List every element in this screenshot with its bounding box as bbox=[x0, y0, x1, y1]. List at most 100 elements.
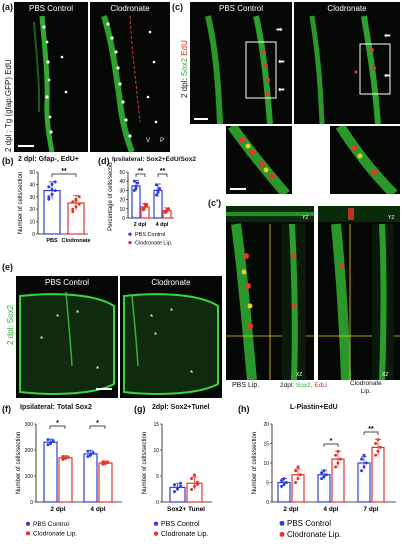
chart-h-2-0-data-point bbox=[364, 461, 368, 465]
panel-c-left-micrograph: ➡ ⬅ ⬅ bbox=[194, 15, 285, 124]
chart-d: 0 10 20 30 40 50 Percentage of cells/section 2 … bbox=[108, 162, 174, 247]
panel-letter-g: (g) bbox=[134, 404, 146, 414]
chart-d-y-tick-label: 40 bbox=[119, 179, 125, 185]
chart-g-legend-label: Clodronate Lip. bbox=[161, 531, 209, 538]
chart-d-0-sig-label: ** bbox=[138, 168, 144, 175]
svg-text:⬅: ⬅ bbox=[384, 71, 391, 80]
panel-d-title: Ipsilateral: Sox2+EdU/Sox2 bbox=[112, 156, 196, 163]
panel-e-right-micrograph: **** bbox=[123, 293, 219, 395]
chart-f-1-1-data-point bbox=[104, 461, 107, 465]
chart-b-0-data-point bbox=[47, 197, 51, 201]
panel-letter-h: (h) bbox=[238, 404, 250, 414]
chart-h-y-tick-label: 5 bbox=[266, 481, 269, 487]
chart-b-sig-bracket bbox=[51, 173, 77, 177]
panel-c-prime-left-xz: XZ bbox=[296, 372, 302, 378]
chart-g-y-tick-label: 0 bbox=[156, 500, 159, 506]
chart-g-1-data-point bbox=[190, 477, 193, 481]
chart-h-0-0-data-point bbox=[282, 477, 286, 481]
svg-text:*: * bbox=[154, 331, 157, 340]
chart-d-1-sig-bracket bbox=[157, 173, 168, 177]
chart-d-0-sig-bracket bbox=[135, 173, 146, 177]
panel-a-corner-v: V bbox=[146, 138, 150, 144]
panel-c-prime-right-image: YZ XZ bbox=[318, 206, 400, 380]
chart-b-x-tick-label: Clodronate bbox=[61, 238, 90, 244]
chart-d-y-tick-label: 50 bbox=[119, 170, 125, 176]
chart-h-2-0-data-point bbox=[362, 453, 366, 457]
panel-a-right-image: Clodronate V P bbox=[90, 2, 170, 152]
chart-d-1-1-data-point bbox=[165, 208, 169, 212]
panel-letter-c: (c) bbox=[172, 2, 183, 12]
panel-c-prime-left-micrograph: YZ XZ bbox=[226, 206, 314, 380]
chart-b-sig-label: ** bbox=[61, 168, 67, 175]
panel-c-right-image: Clodronate ⬅ ⬅ bbox=[294, 2, 400, 124]
svg-text:⬅: ⬅ bbox=[278, 85, 285, 94]
chart-d-y-axis-label: Percentage of cells/section bbox=[108, 162, 114, 231]
chart-d-y-tick-label: 10 bbox=[119, 207, 125, 213]
panel-c-right-micrograph: ⬅⬅ bbox=[309, 15, 391, 124]
panel-c-left-inset-micrograph bbox=[227, 126, 290, 194]
chart-b-y-tick-label: 40 bbox=[29, 182, 35, 188]
chart-h-0-1-data-point bbox=[294, 469, 298, 473]
chart-b-1-data-point bbox=[71, 207, 75, 211]
chart-g-y-tick-label: 5 bbox=[156, 474, 159, 480]
chart-b-y-tick-label: 20 bbox=[29, 207, 35, 213]
panel-c-left-inset bbox=[226, 126, 292, 194]
chart-f-legend-marker bbox=[25, 531, 31, 536]
chart-h-2-1-data-point bbox=[374, 442, 378, 445]
panel-g-title: 2dpl: Sox2+Tunel bbox=[152, 404, 210, 411]
chart-g-0-data-point bbox=[179, 481, 182, 485]
panel-h-title: L-Plastin+EdU bbox=[290, 404, 338, 411]
chart-g-1-data-point bbox=[190, 488, 193, 492]
chart-b-1-data-point bbox=[74, 205, 78, 209]
chart-g-0-data-point bbox=[179, 484, 182, 488]
chart-h-2-0-data-point bbox=[362, 465, 366, 469]
chart-h-1-1-data-point bbox=[334, 465, 338, 469]
chart-d-y-tick-label: 0 bbox=[122, 216, 125, 222]
panel-letter-e: (e) bbox=[2, 262, 13, 272]
chart-f-0-0-data-point bbox=[51, 440, 55, 444]
chart-f-0-0-bar bbox=[43, 441, 58, 503]
chart-d-0-1-data-point bbox=[143, 202, 147, 206]
chart-f-0-1-data-point bbox=[61, 455, 65, 458]
chart-g-legend-marker bbox=[153, 531, 159, 536]
chart-b-1-data-point bbox=[71, 210, 75, 214]
chart-f-1-sig-bracket bbox=[89, 425, 106, 429]
chart-h-0-1-data-point bbox=[298, 473, 302, 477]
panel-c-prime-left-yz: YZ bbox=[302, 215, 308, 221]
chart-h-2-1-data-point bbox=[376, 449, 380, 453]
chart-f-1-0-data-point bbox=[86, 449, 90, 453]
chart-g-y-tick-label: 15 bbox=[153, 422, 159, 428]
panel-a-right-micrograph: V P bbox=[101, 15, 164, 152]
chart-d-1-0-data-point bbox=[156, 188, 160, 192]
panel-c-prime-right-yz: YZ bbox=[388, 215, 394, 221]
chart-f-0-1-data-point bbox=[64, 456, 67, 460]
svg-text:*: * bbox=[170, 307, 173, 316]
chart-f-x-tick-label: 2 dpl bbox=[50, 506, 65, 513]
chart-b: 0 10 20 30 40 50 Number of cells/section PBS Clo… bbox=[18, 168, 91, 244]
chart-h-1-1-data-point bbox=[336, 461, 340, 465]
chart-b-y-tick-label: 50 bbox=[29, 170, 35, 176]
chart-h-0-0-data-point bbox=[280, 479, 284, 483]
chart-f-y-tick-label: 0 bbox=[30, 500, 33, 506]
chart-g-1-data-point bbox=[193, 484, 196, 488]
chart-d-1-0-data-point bbox=[154, 193, 158, 197]
chart-g-0-data-point bbox=[176, 486, 179, 490]
chart-h-1-0-data-point bbox=[322, 475, 326, 479]
panel-c-right-inset bbox=[330, 126, 400, 194]
chart-g-x-label: Sox2+ Tunel bbox=[167, 506, 205, 513]
chart-b-x-tick-label: PBS bbox=[46, 238, 58, 244]
panel-e-side-label: 2 dpl: Sox2 bbox=[6, 304, 15, 345]
chart-f-0-0-data-point bbox=[49, 442, 52, 445]
chart-f-1-1-data-point bbox=[106, 460, 110, 464]
chart-b-0-data-point bbox=[47, 195, 51, 199]
chart-h-1-0-data-point bbox=[320, 471, 324, 475]
chart-b-1-data-point bbox=[71, 200, 75, 204]
panel-f-title: Ipsilateral: Total Sox2 bbox=[20, 404, 92, 411]
panel-e-right-title: Clodronate bbox=[151, 278, 191, 287]
chart-d-legend-marker bbox=[128, 232, 132, 236]
svg-text:⬅: ⬅ bbox=[278, 57, 285, 66]
chart-h-2-0-data-point bbox=[360, 469, 364, 473]
panel-a-right-title: Clodronate bbox=[110, 4, 150, 13]
chart-h-y-tick-label: 10 bbox=[263, 461, 269, 467]
